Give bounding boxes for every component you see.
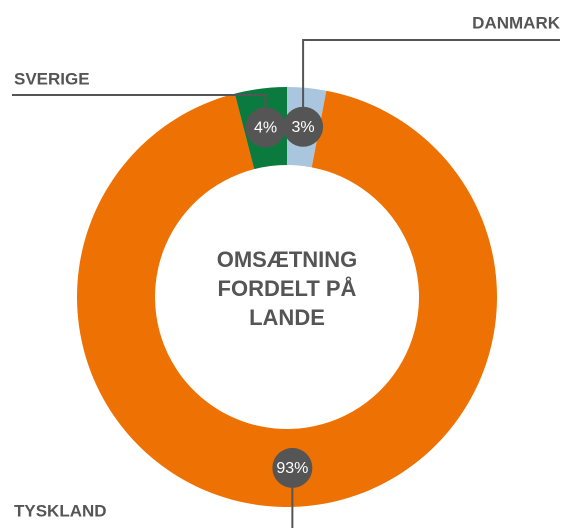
category-label: DANMARK [472, 13, 561, 32]
category-label: TYSKLAND [14, 501, 107, 520]
donut-slice [76, 90, 497, 508]
chart-title: OMSÆTNING FORDELT PÅ LANDE [216, 247, 358, 330]
value-label: 4% [254, 120, 277, 137]
leader-line [302, 39, 560, 127]
value-badge [245, 107, 286, 148]
value-badge [272, 447, 313, 488]
category-label: SVERIGE [14, 69, 90, 88]
value-badge [283, 106, 324, 147]
value-label: 3% [292, 119, 315, 136]
value-label: 93% [276, 460, 308, 477]
